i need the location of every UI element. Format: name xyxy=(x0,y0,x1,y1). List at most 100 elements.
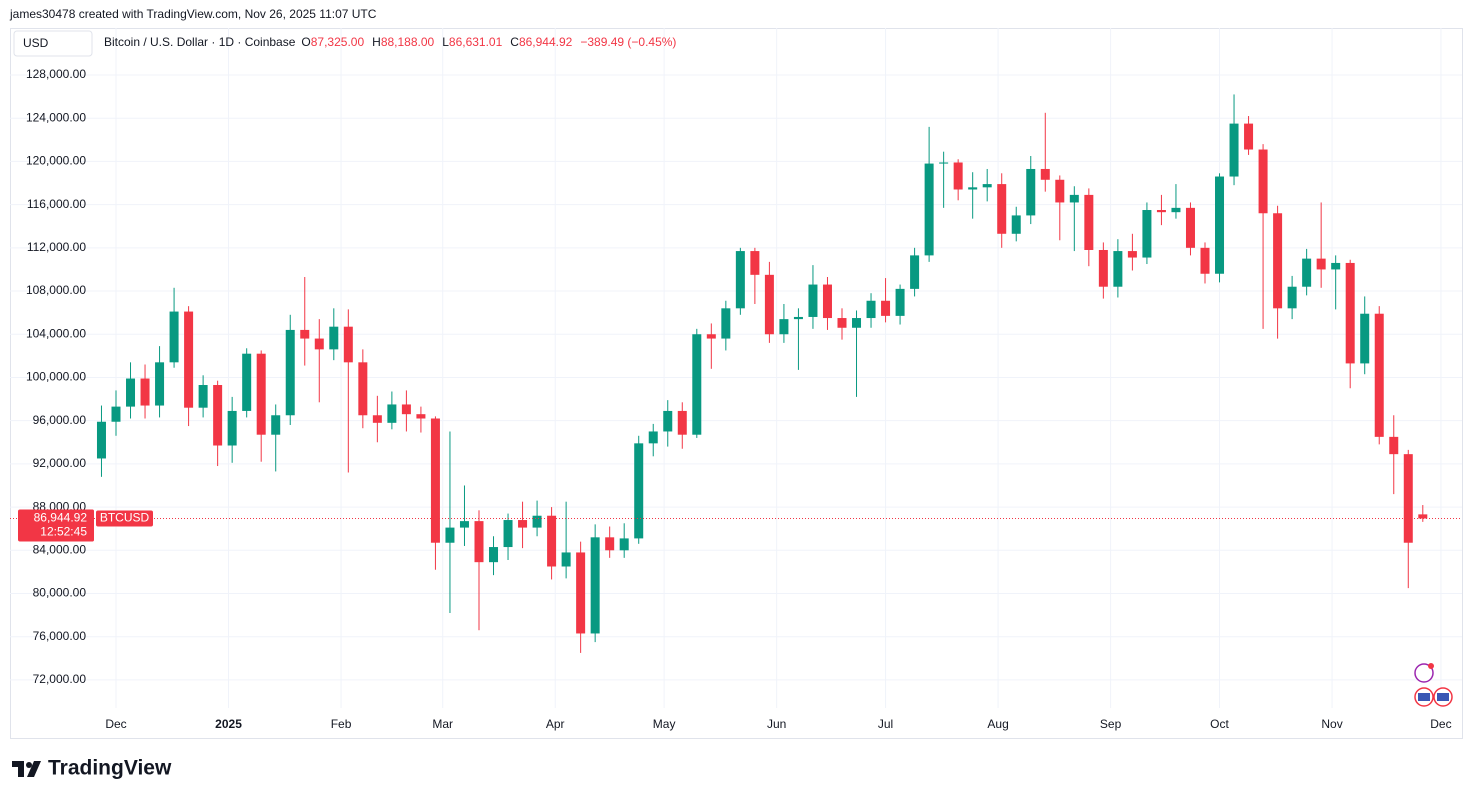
candle-body xyxy=(1331,262,1341,270)
symbol-label: BTCUSD xyxy=(100,511,150,525)
candle-body xyxy=(1185,207,1195,248)
candle-body xyxy=(126,378,136,407)
x-tick-label: Nov xyxy=(1321,717,1342,731)
candle-body xyxy=(1069,194,1079,203)
candle-body xyxy=(1316,258,1326,270)
ohlc-value: 86,944.92 xyxy=(519,35,573,49)
currency[interactable]: USD xyxy=(23,36,49,50)
candle-body xyxy=(227,410,237,446)
candle-body xyxy=(808,284,818,317)
candle-body xyxy=(213,385,223,446)
candle-body xyxy=(1418,514,1428,519)
candle-body xyxy=(1142,210,1152,258)
candle-body xyxy=(692,334,702,435)
candle-body xyxy=(721,308,731,339)
candle-body xyxy=(634,443,644,539)
candle-body xyxy=(619,538,629,551)
candle-body xyxy=(1389,436,1399,455)
y-tick-label: 96,000.00 xyxy=(33,413,87,427)
grid xyxy=(10,28,1462,708)
candle-body xyxy=(895,288,905,316)
brand-name: TradingView xyxy=(48,757,172,780)
candle-body xyxy=(314,338,324,350)
candle-body xyxy=(285,329,295,416)
y-tick-label: 76,000.00 xyxy=(33,629,87,643)
x-tick-label: Jun xyxy=(767,717,786,731)
candle-body xyxy=(372,415,382,423)
candle-body xyxy=(445,527,455,543)
candle-body xyxy=(997,184,1007,234)
candle-body xyxy=(1403,454,1413,543)
ohlc-value: 87,325.00 xyxy=(311,35,365,49)
y-tick-label: 120,000.00 xyxy=(26,154,86,168)
candle-body xyxy=(1302,258,1312,287)
candle-body xyxy=(518,520,528,528)
candle-body xyxy=(735,251,745,309)
x-tick-label: Oct xyxy=(1210,717,1229,731)
candle-body xyxy=(822,284,832,319)
candle-body xyxy=(1258,149,1268,214)
ohlc-key: H xyxy=(372,35,381,49)
candle-body xyxy=(343,326,353,363)
ohlc-header: O 87,325.00 H 88,188.00 L 86,631.01 C 86,944.92… xyxy=(301,35,676,49)
y-tick-label: 72,000.00 xyxy=(33,672,87,686)
y-tick-label: 108,000.00 xyxy=(26,283,86,297)
countdown: 12:52:45 xyxy=(40,525,87,539)
candle-body xyxy=(242,353,252,411)
candle-body xyxy=(1055,179,1065,203)
y-tick-label: 92,000.00 xyxy=(33,456,87,470)
event-icons xyxy=(1414,663,1453,707)
x-tick-label: Sep xyxy=(1100,717,1122,731)
last-price-tag xyxy=(18,509,94,542)
candle-body xyxy=(300,329,310,339)
ohlc-key: O xyxy=(301,35,310,49)
candle-body xyxy=(1113,251,1123,287)
symbol-tag xyxy=(96,510,153,527)
candle-body xyxy=(474,521,484,563)
candle-body xyxy=(1273,213,1283,309)
x-tick-label: 2025 xyxy=(215,717,242,731)
plot: 72,000.0076,000.0080,000.0084,000.0088,0… xyxy=(10,67,1462,731)
candle-body xyxy=(576,552,586,634)
candle-body xyxy=(184,311,194,408)
candle-body xyxy=(1084,194,1094,250)
y-tick-label: 84,000.00 xyxy=(33,542,87,556)
chart-title: Bitcoin / U.S. Dollar · 1D · Coinbase xyxy=(104,35,296,49)
y-tick-label: 104,000.00 xyxy=(26,326,86,340)
candle-body xyxy=(329,326,339,350)
candle-body xyxy=(140,378,150,406)
candle-body xyxy=(1127,251,1137,258)
candle-body xyxy=(866,300,876,319)
candle-body xyxy=(503,520,513,548)
ohlc-value: 88,188.00 xyxy=(381,35,435,49)
candle-body xyxy=(155,362,165,406)
candle-body xyxy=(387,404,397,423)
candle-body xyxy=(968,187,978,190)
currency-box[interactable] xyxy=(13,30,93,57)
candle-body xyxy=(489,547,499,563)
candle-body xyxy=(547,515,557,567)
candle-body xyxy=(271,415,281,435)
brand-logo xyxy=(12,761,41,777)
candle-body xyxy=(793,316,803,320)
candle-body xyxy=(416,414,426,419)
x-tick-label: Dec xyxy=(1430,717,1451,731)
candle-body xyxy=(1345,262,1355,364)
candle-body xyxy=(779,319,789,335)
candle-body xyxy=(924,163,934,256)
attribution: james30478 created with TradingView.com,… xyxy=(9,7,377,21)
candle-body xyxy=(1200,247,1210,274)
y-tick-label: 124,000.00 xyxy=(26,110,86,124)
candle-body xyxy=(1098,249,1108,287)
last-price-label: 86,944.92 xyxy=(34,511,88,525)
candle-body xyxy=(1374,313,1384,437)
candle-body xyxy=(1040,168,1050,180)
ohlc-key: C xyxy=(510,35,519,49)
candle-body xyxy=(111,406,121,422)
candle-body xyxy=(852,318,862,328)
candle-body xyxy=(1287,286,1297,309)
chart-frame xyxy=(10,28,1463,739)
ohlc-value: 86,631.01 xyxy=(449,35,503,49)
candle-body xyxy=(358,362,368,416)
